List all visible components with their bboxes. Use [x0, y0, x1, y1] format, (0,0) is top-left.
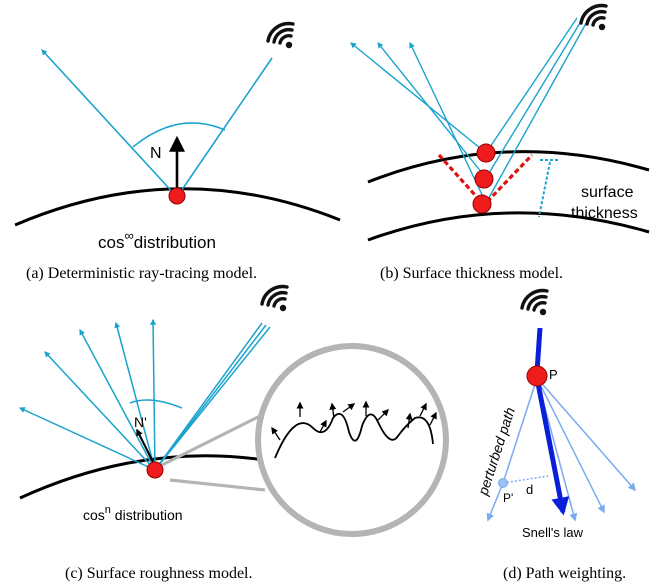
perturbed-path-label: perturbed path	[474, 405, 518, 498]
incident-ray	[176, 57, 273, 198]
distribution-label: cos∞distribution	[98, 228, 216, 252]
path-point	[526, 365, 548, 387]
thickness-label: thickness	[571, 205, 638, 222]
normal-arrow	[136, 428, 156, 467]
incident-ray	[485, 17, 578, 154]
point-label: P	[549, 367, 558, 382]
magnifier-guide	[159, 413, 263, 468]
angle-arc	[129, 399, 183, 409]
reflection-point	[146, 461, 164, 479]
reflected-ray	[114, 321, 156, 471]
perturbed-ray	[486, 482, 504, 522]
angle-arc	[132, 122, 226, 148]
perturbed-point	[498, 478, 508, 488]
snell-path	[534, 377, 570, 516]
antenna-icon	[260, 284, 289, 313]
micro-normal	[319, 419, 327, 433]
panel-c: N' cosn distribution (c) Surface roughne…	[18, 284, 449, 582]
scatter-ray	[536, 377, 605, 514]
incident-path	[534, 327, 543, 373]
caption-c: (c) Surface roughness model.	[65, 565, 253, 582]
thickness-marker	[538, 161, 551, 218]
scatter-point	[474, 169, 494, 189]
normal-label: N'	[134, 414, 147, 430]
reflected-ray	[377, 42, 487, 179]
reflected-ray	[18, 407, 156, 471]
reflected-ray	[350, 42, 487, 154]
reflected-ray	[41, 49, 178, 198]
micro-normal	[271, 426, 281, 441]
micro-normal	[429, 411, 437, 426]
reflection-point	[168, 187, 186, 205]
panel-d: P P' d perturbed path Snell's law (d) Pa…	[474, 288, 637, 582]
caption-a: (a) Deterministic ray-tracing model.	[26, 265, 257, 282]
micro-normal	[329, 402, 337, 419]
thickness-label: surface	[581, 184, 634, 201]
caption-d: (d) Path weighting.	[503, 565, 626, 582]
micro-normal	[377, 409, 389, 421]
scatter-point	[476, 143, 496, 163]
magnifier-guide	[169, 478, 266, 492]
reflected-ray	[409, 41, 487, 204]
micro-normal	[405, 412, 413, 429]
scatter-point	[472, 194, 492, 214]
rough-surface	[274, 412, 434, 459]
distance-marker	[502, 475, 549, 484]
antenna-icon	[266, 21, 295, 50]
scatter-ray	[536, 377, 637, 492]
incident-ray	[485, 17, 590, 204]
panel-b: surface thickness (b) Surface thickness …	[350, 3, 650, 282]
perturbed-point-label: P'	[503, 491, 513, 505]
outer-surface	[367, 150, 650, 184]
incident-ray	[154, 326, 271, 471]
micro-normal	[342, 403, 356, 413]
snell-label: Snell's law	[522, 525, 584, 540]
reflected-ray	[44, 351, 156, 471]
reflected-ray	[150, 318, 157, 471]
micro-normal	[419, 402, 427, 417]
distance-label: d	[526, 482, 533, 497]
reflected-ray	[79, 328, 156, 471]
distribution-label: cosn distribution	[83, 504, 183, 523]
normal-label: N	[150, 145, 162, 162]
caption-b: (b) Surface thickness model.	[380, 265, 563, 282]
panel-a: N cos∞distribution (a) Deterministic ray…	[14, 21, 341, 282]
incident-ray	[485, 17, 584, 179]
antenna-icon	[520, 288, 549, 317]
perturbed-path	[502, 377, 538, 484]
inner-surface	[367, 211, 650, 242]
